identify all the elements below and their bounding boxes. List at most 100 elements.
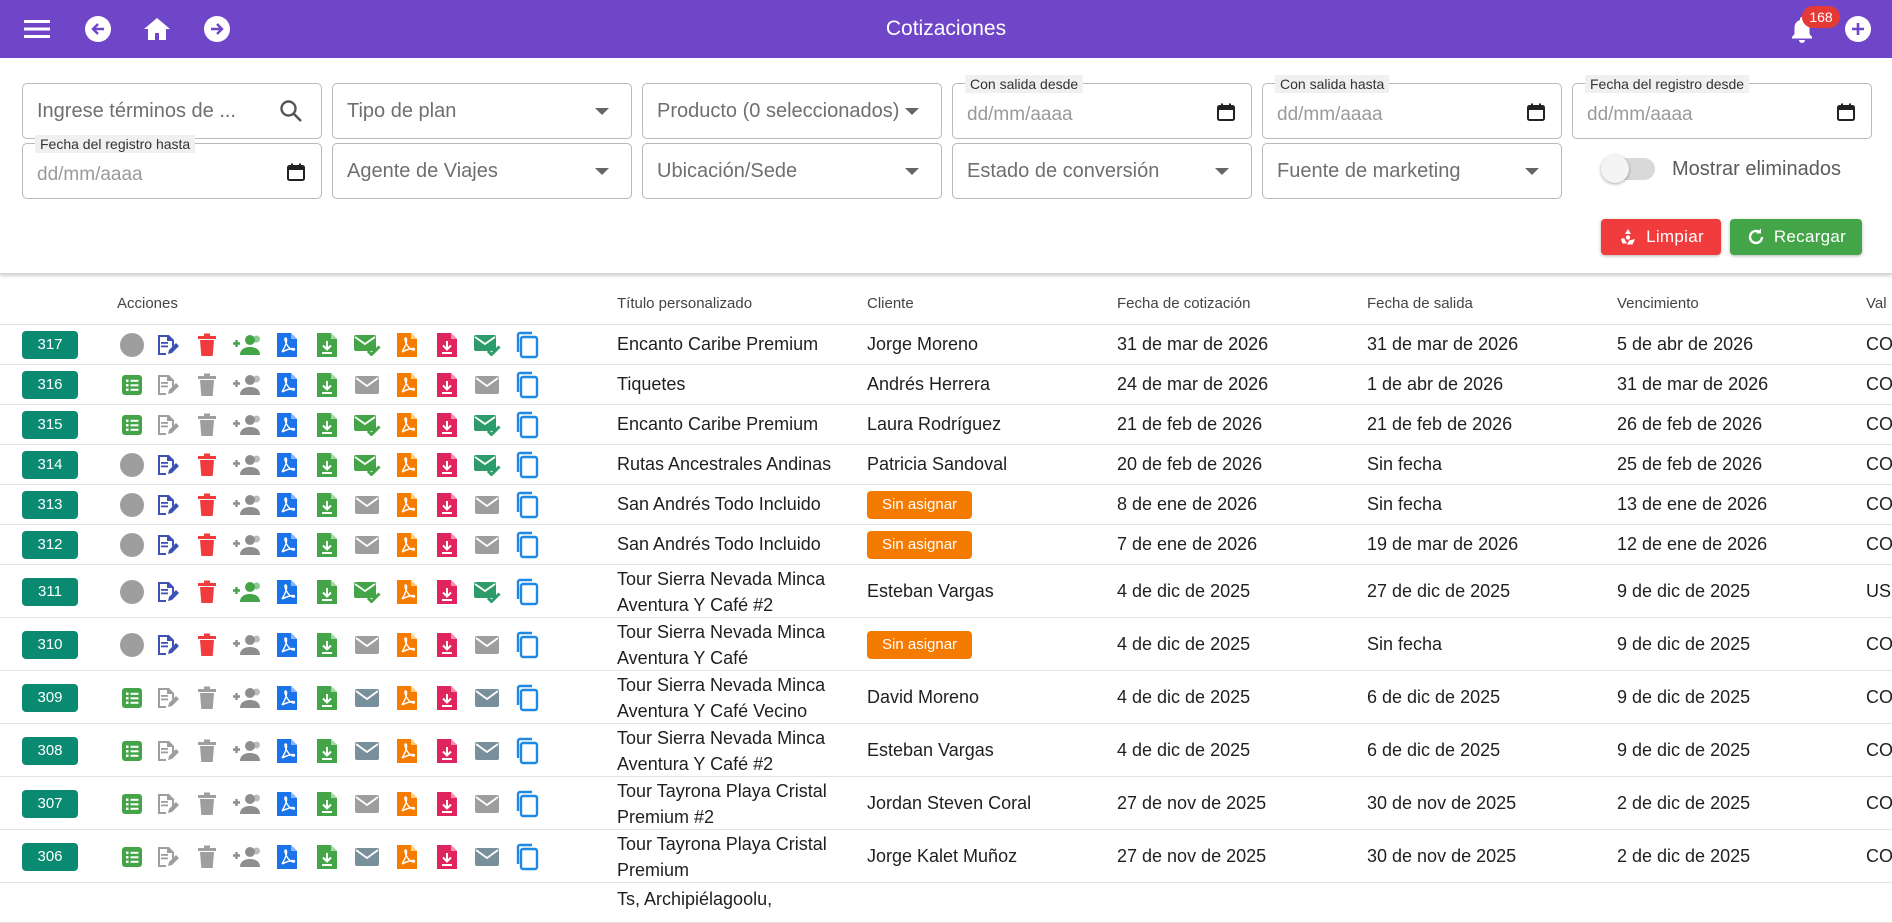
quote-id-badge[interactable]: 309 bbox=[22, 683, 78, 712]
pdf-orange-icon[interactable] bbox=[387, 842, 427, 872]
copy-icon[interactable] bbox=[507, 630, 547, 660]
header-title[interactable]: Título personalizado bbox=[617, 295, 753, 312]
edit-icon[interactable] bbox=[147, 683, 187, 713]
status-circle-icon[interactable] bbox=[117, 630, 147, 660]
pdf-orange-icon[interactable] bbox=[387, 370, 427, 400]
share-users-icon[interactable] bbox=[227, 736, 267, 766]
share-users-icon[interactable] bbox=[227, 330, 267, 360]
quote-id-badge[interactable]: 310 bbox=[22, 630, 78, 659]
delete-icon[interactable] bbox=[187, 577, 227, 607]
header-expiry[interactable]: Vencimiento bbox=[1617, 295, 1699, 312]
copy-icon[interactable] bbox=[507, 450, 547, 480]
table-row[interactable]: 310 Tour Sierra Nevada Minca Aventura Y C… bbox=[0, 618, 1892, 671]
delete-icon[interactable] bbox=[187, 450, 227, 480]
pdf-orange-icon[interactable] bbox=[387, 630, 427, 660]
conversion-status-select[interactable]: Estado de conversión bbox=[952, 143, 1252, 199]
send-email-icon[interactable] bbox=[347, 530, 387, 560]
list-icon[interactable] bbox=[117, 789, 147, 819]
delete-icon[interactable] bbox=[187, 490, 227, 520]
copy-icon[interactable] bbox=[507, 789, 547, 819]
product-select[interactable]: Producto (0 seleccionados) bbox=[642, 83, 942, 139]
quote-id-badge[interactable]: 312 bbox=[22, 531, 78, 559]
header-quote-date[interactable]: Fecha de cotización bbox=[1117, 295, 1251, 312]
download-doc-icon[interactable] bbox=[307, 789, 347, 819]
email-status-icon[interactable] bbox=[467, 330, 507, 360]
list-icon[interactable] bbox=[117, 736, 147, 766]
table-row[interactable]: 307 Tour Tayrona Playa Cristal Premium #2… bbox=[0, 777, 1892, 830]
pdf-orange-icon[interactable] bbox=[387, 789, 427, 819]
registration-from-date[interactable]: Fecha del registro desde dd/mm/aaaa bbox=[1572, 75, 1872, 139]
download-doc-icon[interactable] bbox=[307, 410, 347, 440]
download-pink-icon[interactable] bbox=[427, 330, 467, 360]
table-row[interactable]: 314 Rutas Ancestrales Andinas Patricia San… bbox=[0, 445, 1892, 485]
email-status-icon[interactable] bbox=[467, 789, 507, 819]
email-status-icon[interactable] bbox=[467, 490, 507, 520]
send-email-icon[interactable] bbox=[347, 630, 387, 660]
copy-icon[interactable] bbox=[507, 842, 547, 872]
add-icon[interactable] bbox=[1843, 0, 1873, 58]
download-doc-icon[interactable] bbox=[307, 370, 347, 400]
share-users-icon[interactable] bbox=[227, 450, 267, 480]
quote-id-badge[interactable]: 311 bbox=[22, 577, 78, 606]
pdf-icon[interactable] bbox=[267, 530, 307, 560]
download-doc-icon[interactable] bbox=[307, 450, 347, 480]
share-users-icon[interactable] bbox=[227, 630, 267, 660]
clear-button[interactable]: Limpiar bbox=[1601, 219, 1721, 255]
delete-icon[interactable] bbox=[187, 789, 227, 819]
copy-icon[interactable] bbox=[507, 410, 547, 440]
send-email-icon[interactable] bbox=[347, 330, 387, 360]
download-pink-icon[interactable] bbox=[427, 789, 467, 819]
copy-icon[interactable] bbox=[507, 683, 547, 713]
send-email-icon[interactable] bbox=[347, 683, 387, 713]
download-doc-icon[interactable] bbox=[307, 577, 347, 607]
location-select[interactable]: Ubicación/Sede bbox=[642, 143, 942, 199]
status-circle-icon[interactable] bbox=[117, 490, 147, 520]
download-pink-icon[interactable] bbox=[427, 842, 467, 872]
pdf-orange-icon[interactable] bbox=[387, 330, 427, 360]
edit-icon[interactable] bbox=[147, 530, 187, 560]
back-icon[interactable] bbox=[83, 0, 113, 58]
quote-id-badge[interactable]: 306 bbox=[22, 842, 78, 871]
pdf-icon[interactable] bbox=[267, 577, 307, 607]
delete-icon[interactable] bbox=[187, 530, 227, 560]
pdf-orange-icon[interactable] bbox=[387, 410, 427, 440]
registration-to-date[interactable]: Fecha del registro hasta dd/mm/aaaa bbox=[22, 135, 322, 199]
table-row[interactable]: 317 Encanto Caribe Premium Jorge Moreno 31 … bbox=[0, 325, 1892, 365]
table-row[interactable]: 306 Tour Tayrona Playa Cristal Premium Jor… bbox=[0, 830, 1892, 883]
table-row[interactable]: 313 San Andrés Todo Incluido Sin asignar 8 … bbox=[0, 485, 1892, 525]
email-status-icon[interactable] bbox=[467, 530, 507, 560]
download-pink-icon[interactable] bbox=[427, 530, 467, 560]
header-value[interactable]: Val bbox=[1866, 295, 1887, 312]
table-row[interactable]: 309 Tour Sierra Nevada Minca Aventura Y C… bbox=[0, 671, 1892, 724]
table-row[interactable]: 315 Encanto Caribe Premium Laura Rodríguez… bbox=[0, 405, 1892, 445]
calendar-icon[interactable] bbox=[1217, 103, 1235, 121]
copy-icon[interactable] bbox=[507, 490, 547, 520]
travel-agent-select[interactable]: Agente de Viajes bbox=[332, 143, 632, 199]
pdf-icon[interactable] bbox=[267, 370, 307, 400]
email-status-icon[interactable] bbox=[467, 450, 507, 480]
send-email-icon[interactable] bbox=[347, 410, 387, 440]
edit-icon[interactable] bbox=[147, 330, 187, 360]
quote-id-badge[interactable]: 317 bbox=[22, 331, 78, 359]
marketing-source-select[interactable]: Fuente de marketing bbox=[1262, 143, 1562, 199]
download-pink-icon[interactable] bbox=[427, 577, 467, 607]
email-status-icon[interactable] bbox=[467, 736, 507, 766]
departure-to-date[interactable]: Con salida hasta dd/mm/aaaa bbox=[1262, 75, 1562, 139]
download-pink-icon[interactable] bbox=[427, 630, 467, 660]
download-pink-icon[interactable] bbox=[427, 450, 467, 480]
send-email-icon[interactable] bbox=[347, 736, 387, 766]
quote-id-badge[interactable]: 307 bbox=[22, 789, 78, 818]
send-email-icon[interactable] bbox=[347, 450, 387, 480]
copy-icon[interactable] bbox=[507, 736, 547, 766]
status-circle-icon[interactable] bbox=[117, 330, 147, 360]
email-status-icon[interactable] bbox=[467, 410, 507, 440]
edit-icon[interactable] bbox=[147, 842, 187, 872]
plan-type-select[interactable]: Tipo de plan bbox=[332, 83, 632, 139]
table-row[interactable]: 308 Tour Sierra Nevada Minca Aventura Y C… bbox=[0, 724, 1892, 777]
table-row[interactable]: Ts, Archipiélagoolu, bbox=[0, 883, 1892, 923]
list-icon[interactable] bbox=[117, 410, 147, 440]
list-icon[interactable] bbox=[117, 842, 147, 872]
download-pink-icon[interactable] bbox=[427, 490, 467, 520]
forward-icon[interactable] bbox=[202, 0, 232, 58]
email-status-icon[interactable] bbox=[467, 630, 507, 660]
